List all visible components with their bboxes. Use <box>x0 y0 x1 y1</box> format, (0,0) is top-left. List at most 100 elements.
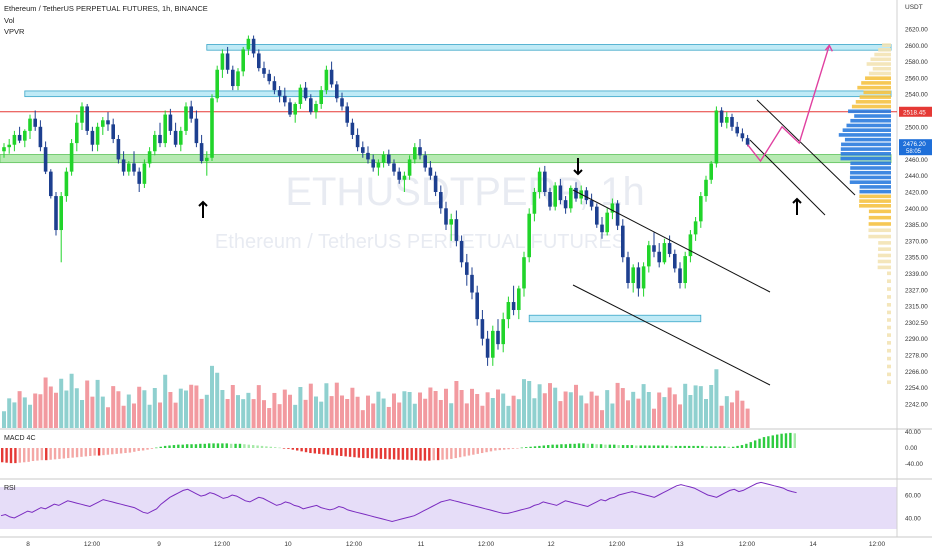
volume-bar <box>475 394 480 428</box>
volume-bar <box>563 391 568 428</box>
macd-histogram-bar <box>49 448 52 460</box>
macd-histogram-bar <box>370 448 374 459</box>
volume-profile-bar <box>887 318 891 322</box>
price-tick-label: 2370.00 <box>905 238 928 245</box>
volume-bar <box>719 405 724 428</box>
volume-profile-bar <box>868 234 891 239</box>
candle-body <box>517 288 521 311</box>
volume-bar <box>485 392 490 428</box>
candle-body <box>366 152 370 160</box>
volume-bar <box>626 400 630 428</box>
volume-bar <box>740 400 745 428</box>
macd-histogram-bar <box>14 448 17 464</box>
time-tick-label: 12:00 <box>346 541 363 548</box>
arrow-head <box>573 169 583 176</box>
macd-histogram-bar <box>221 443 224 448</box>
volume-profile-bar <box>887 380 891 385</box>
volume-bar <box>522 379 526 428</box>
candle-body <box>641 266 646 289</box>
macd-histogram-bar <box>401 448 405 460</box>
zone-low <box>528 314 702 323</box>
macd-histogram-bar <box>723 446 726 448</box>
volume-bar <box>184 390 188 428</box>
price-tick-label: 2302.50 <box>905 320 928 327</box>
volume-bar <box>402 391 407 428</box>
candle-body <box>85 106 89 131</box>
candle-body <box>381 154 386 163</box>
trendlines <box>572 99 856 386</box>
macd-histogram-bar <box>564 444 568 448</box>
candle-body <box>543 171 547 192</box>
volume-profile-bar <box>887 341 891 345</box>
volume-bar <box>553 387 558 428</box>
volume-bar <box>152 388 157 428</box>
volume-bar <box>303 399 308 428</box>
macd-pane: MACD 4C 40.00 0.00 -40.00 <box>1 429 923 468</box>
volume-bar <box>100 396 105 428</box>
macd-histogram-bar <box>304 448 308 453</box>
indicator-vpvr-label[interactable]: VPVR <box>4 27 25 36</box>
macd-histogram-bar <box>265 446 268 448</box>
macd-histogram-bar <box>203 443 206 448</box>
candle-body <box>532 192 537 214</box>
candle-body <box>23 130 27 141</box>
macd-histogram-bar <box>767 436 770 448</box>
arrow-up-left <box>198 200 208 218</box>
macd-histogram-bar <box>560 444 563 448</box>
macd-histogram-bar <box>591 443 594 448</box>
macd-histogram-bar <box>190 444 193 448</box>
candle-body <box>257 53 261 69</box>
macd-histogram-bar <box>555 444 559 448</box>
volume-bar <box>256 385 261 428</box>
macd-histogram-bar <box>758 438 761 448</box>
macd-histogram-bar <box>278 447 281 449</box>
volume-bar <box>355 396 360 428</box>
macd-histogram-bar <box>494 448 497 451</box>
volume-bar <box>230 385 235 428</box>
candle-body <box>371 159 375 168</box>
candle-body <box>485 338 490 358</box>
candle-body <box>231 69 235 87</box>
candle-body <box>267 73 271 82</box>
macd-histogram-bar <box>639 445 642 448</box>
macd-histogram-bar <box>291 448 295 450</box>
price-tick-label: 2385.00 <box>905 222 928 229</box>
macd-histogram-bar <box>745 443 748 448</box>
macd-histogram-bar <box>419 448 422 461</box>
candle-body <box>225 53 230 70</box>
candle-body <box>444 208 448 225</box>
volume-bar <box>501 393 506 428</box>
volume-bar <box>59 378 64 428</box>
macd-histogram-bar <box>577 443 581 448</box>
macd-histogram-bar <box>225 443 228 448</box>
candle-body <box>527 213 531 258</box>
time-tick-label: 12:00 <box>739 541 756 548</box>
volume-bar <box>594 395 599 428</box>
candle-body <box>725 117 729 123</box>
candle-body <box>683 256 687 284</box>
macd-histogram-bar <box>53 448 57 460</box>
volume-profile-bar <box>868 209 891 214</box>
volume-bar <box>506 405 511 428</box>
candle-body <box>303 87 308 99</box>
rsi-tick-label: 60.00 <box>905 493 921 500</box>
volume-bar <box>657 392 662 428</box>
volume-bar <box>392 393 396 428</box>
price-tick-label: 2315.00 <box>905 304 928 311</box>
macd-histogram-bar <box>463 448 466 457</box>
macd-histogram-bar <box>586 443 590 448</box>
indicator-vol-label[interactable]: Vol <box>4 16 15 25</box>
macd-histogram-bar <box>71 448 74 458</box>
volume-bar <box>568 392 573 428</box>
macd-histogram-bar <box>436 448 440 461</box>
volume-bar <box>314 396 318 428</box>
macd-histogram-bar <box>300 448 303 452</box>
volume-bar <box>480 405 485 428</box>
volume-bar <box>293 404 298 428</box>
volume-bar <box>615 382 620 428</box>
volume-profile-bar <box>887 348 891 353</box>
volume-profile-bar <box>878 241 891 245</box>
candle-body <box>392 163 396 172</box>
candle-body <box>605 212 609 233</box>
